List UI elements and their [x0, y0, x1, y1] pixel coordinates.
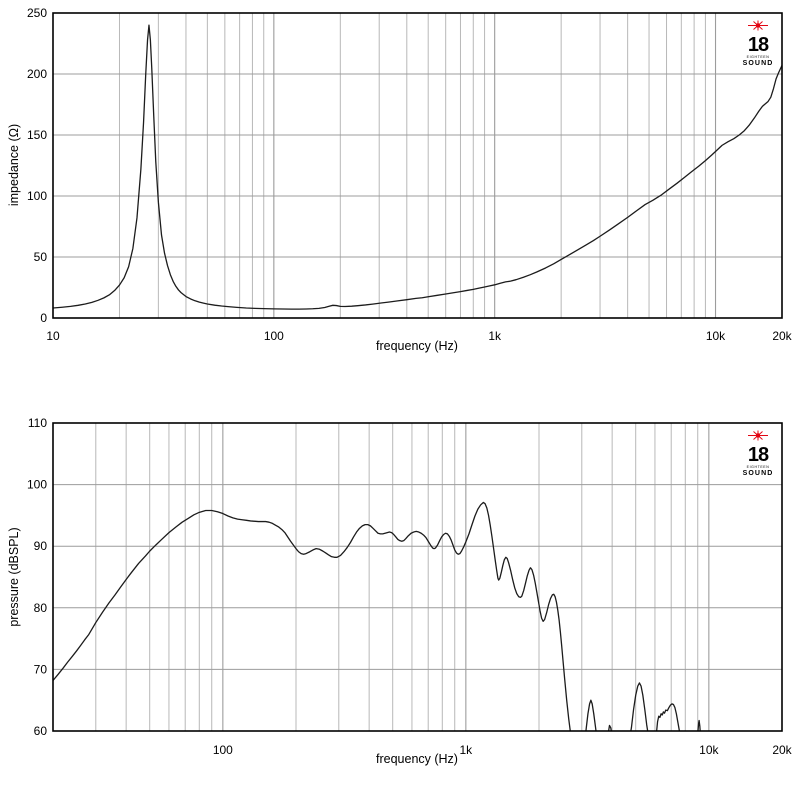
impedance-y-tick-label: 250	[27, 6, 47, 20]
impedance-y-tick-label: 150	[27, 128, 47, 142]
pressure-y-tick-label: 80	[34, 601, 48, 615]
impedance-xaxis-title: frequency (Hz)	[376, 339, 458, 353]
logo-eighteen-text: EIGHTEEN	[746, 465, 770, 469]
brand-logo: 18 EIGHTEEN SOUND	[741, 429, 775, 477]
pressure-y-tick-label: 90	[34, 539, 48, 553]
impedance-y-tick-label: 200	[27, 67, 47, 81]
pressure-x-tick-label: 1k	[460, 743, 474, 757]
logo-number: 18	[747, 444, 769, 466]
pressure-x-tick-label: 10k	[699, 743, 719, 757]
impedance-x-tick-label: 20k	[772, 329, 792, 343]
impedance-plot-border	[52, 12, 783, 319]
impedance-curve	[53, 24, 782, 310]
pressure-x-tick-label: 100	[213, 743, 233, 757]
pressure-chart: 100 1k 10k 20k 60 70 80 90 100 110 frequency (Hz)…	[7, 416, 793, 766]
logo-sound-text: SOUND	[742, 470, 774, 477]
pressure-y-tick-label: 70	[34, 662, 48, 676]
logo-eighteen-text: EIGHTEEN	[746, 55, 770, 59]
pressure-plot-border	[52, 422, 783, 732]
impedance-y-tick-label: 50	[34, 250, 48, 264]
pressure-yaxis-title: pressure (dBSPL)	[7, 527, 21, 626]
impedance-y-tick-label: 100	[27, 189, 47, 203]
pressure-grid	[53, 423, 782, 731]
impedance-grid	[53, 13, 782, 318]
pressure-xaxis-title: frequency (Hz)	[376, 752, 458, 766]
starburst-icon	[748, 20, 768, 31]
pressure-x-tick-label: 20k	[772, 743, 792, 757]
impedance-x-tick-label: 10k	[706, 329, 726, 343]
logo-sound-text: SOUND	[742, 60, 774, 67]
logo-number: 18	[747, 34, 769, 56]
brand-logo: 18 EIGHTEEN SOUND	[741, 19, 775, 67]
pressure-y-tick-label: 100	[27, 478, 47, 492]
pressure-ticks: 100 1k 10k 20k 60 70 80 90 100 110	[27, 416, 793, 757]
starburst-icon	[748, 430, 768, 441]
pressure-curve	[53, 501, 701, 731]
impedance-chart: 10 100 1k 10k 20k 0 50 100 150 200 250 frequency (…	[7, 6, 793, 353]
impedance-x-tick-label: 1k	[488, 329, 502, 343]
pressure-y-tick-label: 110	[28, 416, 47, 430]
impedance-x-tick-label: 100	[264, 329, 284, 343]
pressure-y-tick-label: 60	[34, 724, 48, 738]
impedance-curve	[53, 24, 782, 310]
impedance-yaxis-title: impedance (Ω)	[7, 124, 21, 206]
impedance-y-tick-label: 0	[40, 311, 47, 325]
pressure-curve	[53, 501, 701, 731]
impedance-ticks: 10 100 1k 10k 20k 0 50 100 150 200 250	[27, 6, 793, 343]
impedance-x-tick-label: 10	[46, 329, 60, 343]
